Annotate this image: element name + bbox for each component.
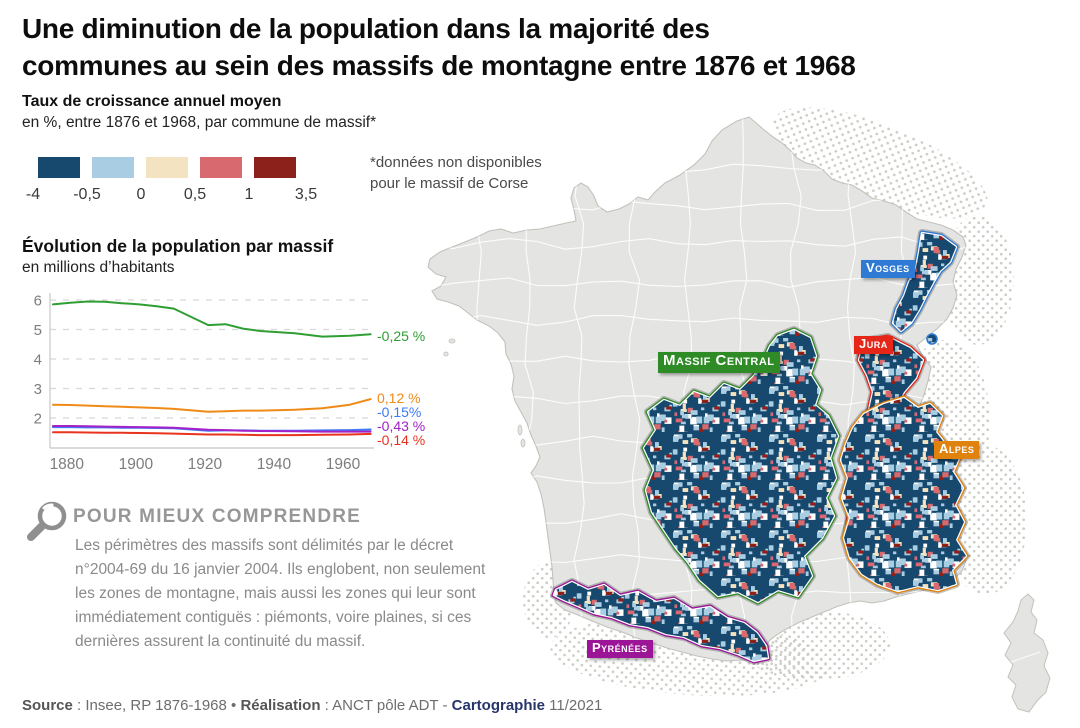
x-tick-label: 1880 bbox=[50, 456, 85, 473]
island bbox=[448, 338, 456, 344]
legend-tick-label: 3,5 bbox=[294, 186, 318, 203]
y-tick-label: 3 bbox=[34, 381, 42, 398]
massif-alpes bbox=[837, 394, 970, 595]
realisation-value: : ANCT pôle ADT - bbox=[320, 697, 452, 714]
dot-halo bbox=[740, 610, 890, 680]
map-label-massif-central: Massif Central bbox=[658, 352, 780, 373]
y-tick-label: 5 bbox=[34, 322, 42, 339]
island bbox=[517, 424, 523, 436]
legend-swatch-4 bbox=[254, 157, 296, 178]
series-line-alpes bbox=[52, 398, 372, 413]
corsica-note: *données non disponibles pour le massif … bbox=[370, 154, 542, 192]
x-tick-label: 1960 bbox=[326, 456, 361, 473]
dot-halo bbox=[772, 107, 988, 219]
source-label: Source bbox=[22, 697, 73, 714]
series-line-massif-central bbox=[52, 300, 372, 338]
legend-tick-label: -0,5 bbox=[73, 186, 101, 203]
map-label-vosges: Vosges bbox=[861, 260, 915, 279]
island bbox=[443, 351, 449, 357]
series-end-label: -0,25 % bbox=[377, 328, 425, 344]
dot-halo bbox=[942, 215, 1014, 345]
legend-tick-label: 1 bbox=[244, 186, 254, 203]
y-tick-label: 2 bbox=[34, 411, 42, 428]
page-title: Une diminution de la population dans la … bbox=[22, 13, 856, 81]
y-tick-label: 4 bbox=[34, 352, 42, 369]
source-line: Source : Insee, RP 1876-1968 • Réalisati… bbox=[22, 697, 602, 714]
legend-swatch-0 bbox=[38, 157, 80, 178]
massif-jura bbox=[842, 333, 927, 547]
source-value: : Insee, RP 1876-1968 • bbox=[72, 697, 241, 714]
map-label-alpes: Alpes bbox=[934, 441, 980, 460]
series-end-label: -0,15% bbox=[377, 404, 421, 420]
legend-swatch-2 bbox=[146, 157, 188, 178]
series-end-label: 0,12 % bbox=[377, 390, 421, 406]
x-tick-label: 1900 bbox=[119, 456, 154, 473]
legend-title: Taux de croissance annuel moyen bbox=[22, 93, 282, 110]
massif-vosges-islet bbox=[926, 333, 938, 345]
cartographie-brand: Cartographie bbox=[451, 697, 546, 714]
legend-tick-label: 0,5 bbox=[183, 186, 207, 203]
x-tick-label: 1920 bbox=[188, 456, 223, 473]
legend-tick-label: 0 bbox=[136, 186, 146, 203]
x-tick-label: 1940 bbox=[257, 456, 292, 473]
legend-subtitle: en %, entre 1876 et 1968, par commune de… bbox=[22, 114, 377, 131]
dot-halo bbox=[943, 445, 1027, 595]
chart-title: Évolution de la population par massif bbox=[22, 236, 334, 256]
chart-subtitle: en millions d’habitants bbox=[22, 259, 175, 276]
massif-vosges bbox=[889, 229, 960, 335]
footer-date: 11/2021 bbox=[545, 697, 603, 714]
legend-swatch-1 bbox=[92, 157, 134, 178]
map-label-pyrenees: Pyrénées bbox=[587, 640, 653, 659]
explainer-body: Les périmètres des massifs sont délimité… bbox=[75, 537, 486, 650]
explainer-heading: POUR MIEUX COMPRENDRE bbox=[73, 506, 362, 527]
island bbox=[520, 438, 526, 448]
y-tick-label: 6 bbox=[34, 293, 42, 310]
legend-tick-label: -4 bbox=[25, 186, 41, 203]
series-line-jura bbox=[52, 431, 372, 437]
series-end-label: -0,43 % bbox=[377, 418, 425, 434]
legend-swatch-3 bbox=[200, 157, 242, 178]
series-line-pyrénées bbox=[52, 425, 372, 433]
legend-color-scale: -4 -0,5 0 0,5 1 3,5 bbox=[0, 0, 360, 203]
series-end-label: -0,14 % bbox=[377, 432, 425, 448]
dot-halo bbox=[900, 340, 990, 500]
series-line-vosges bbox=[52, 426, 372, 432]
realisation-label: Réalisation bbox=[240, 697, 321, 714]
corsica-region bbox=[1003, 593, 1051, 713]
dot-halo bbox=[523, 562, 575, 638]
map-label-jura: Jura bbox=[854, 336, 893, 355]
france-mainland bbox=[427, 116, 967, 662]
